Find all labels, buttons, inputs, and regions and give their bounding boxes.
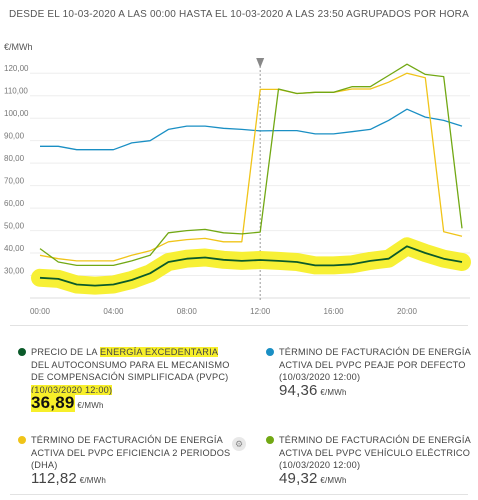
card-vehiculo-electrico[interactable]: TÉRMINO DE FACTURACIÓN DE ENERGÍA ACTIVA… — [266, 434, 478, 487]
card-unit: €/MWh — [320, 387, 347, 397]
y-tick-label: 40,00 — [4, 244, 25, 253]
settings-icon[interactable]: ⚙ — [232, 437, 246, 451]
card-title: TÉRMINO DE FACTURACIÓN DE ENERGÍA ACTIVA… — [266, 434, 478, 459]
series-dot-icon — [266, 348, 274, 356]
series-dot-icon — [266, 436, 274, 444]
card-title: TÉRMINO DE FACTURACIÓN DE ENERGÍA ACTIVA… — [266, 346, 478, 371]
x-tick-labels: 00:00 04:00 08:00 12:00 16:00 20:00 — [30, 307, 418, 316]
card-value: 36,89 — [31, 393, 75, 412]
y-tick-labels: 30,00 40,00 50,00 60,00 70,00 80,00 90,00 100,0… — [4, 64, 29, 275]
x-tick-label: 20:00 — [397, 307, 418, 316]
series-line-3[interactable] — [39, 72, 463, 262]
x-tick-label: 12:00 — [250, 307, 271, 316]
series-line-4[interactable] — [39, 63, 463, 267]
chart-title: DESDE EL 10-03-2020 A LAS 00:00 HASTA EL… — [9, 9, 469, 20]
card-unit: €/MWh — [320, 475, 347, 485]
y-tick-label: 80,00 — [4, 154, 25, 163]
card-title-pre: PRECIO DE LA — [31, 347, 100, 357]
series-dot-icon — [18, 348, 26, 356]
card-date: (10/03/2020 12:00) — [279, 372, 361, 382]
y-tick-label: 60,00 — [4, 199, 25, 208]
y-axis-unit: €/MWh — [4, 42, 33, 52]
y-tick-label: 120,00 — [4, 64, 29, 73]
card-title: TÉRMINO DE FACTURACIÓN DE ENERGÍA ACTIVA… — [18, 434, 238, 472]
series-line-1[interactable] — [39, 245, 463, 287]
y-tick-label: 30,00 — [4, 267, 25, 276]
y-tick-label: 100,00 — [4, 109, 29, 118]
x-tick-label: 04:00 — [103, 307, 124, 316]
y-tick-label: 50,00 — [4, 222, 25, 231]
card-eficiencia-dha[interactable]: TÉRMINO DE FACTURACIÓN DE ENERGÍA ACTIVA… — [18, 434, 238, 487]
x-tick-label: 08:00 — [177, 307, 198, 316]
bottom-divider — [10, 494, 468, 495]
x-tick-label: 16:00 — [324, 307, 345, 316]
y-tick-label: 90,00 — [4, 132, 25, 141]
card-date: (10/03/2020 12:00) — [31, 384, 113, 395]
cursor-marker-icon[interactable] — [256, 58, 265, 68]
time-cursor[interactable] — [256, 58, 265, 300]
divider — [10, 325, 468, 326]
card-date: (10/03/2020 12:00) — [279, 460, 361, 470]
card-peaje-defecto[interactable]: TÉRMINO DE FACTURACIÓN DE ENERGÍA ACTIVA… — [266, 346, 478, 399]
card-energia-excedentaria[interactable]: PRECIO DE LA ENERGÍA EXCEDENTARIA DEL AU… — [18, 346, 238, 413]
series-lines[interactable] — [39, 63, 463, 287]
y-tick-label: 110,00 — [4, 87, 28, 96]
y-tick-label: 70,00 — [4, 177, 25, 186]
card-title-text: TÉRMINO DE FACTURACIÓN DE ENERGÍA ACTIVA… — [279, 435, 471, 458]
card-title-post: DEL AUTOCONSUMO PARA EL MECANISMO DE COM… — [31, 359, 230, 383]
card-title: PRECIO DE LA ENERGÍA EXCEDENTARIA DEL AU… — [18, 346, 238, 384]
series-line-2[interactable] — [40, 108, 463, 151]
card-value: 112,82 — [31, 469, 77, 487]
card-value: 94,36 — [279, 381, 318, 399]
x-tick-label: 00:00 — [30, 307, 51, 316]
card-title-highlight: ENERGÍA EXCEDENTARIA — [99, 347, 218, 357]
series-dot-icon — [18, 436, 26, 444]
card-unit: €/MWh — [79, 475, 107, 485]
card-title-text: TÉRMINO DE FACTURACIÓN DE ENERGÍA ACTIVA… — [279, 347, 471, 370]
price-line-chart[interactable]: 30,00 40,00 50,00 60,00 70,00 80,00 90,00 100,0… — [0, 0, 478, 320]
card-unit: €/MWh — [77, 401, 104, 410]
card-title-text: TÉRMINO DE FACTURACIÓN DE ENERGÍA ACTIVA… — [31, 435, 231, 470]
card-value: 49,32 — [279, 469, 318, 487]
